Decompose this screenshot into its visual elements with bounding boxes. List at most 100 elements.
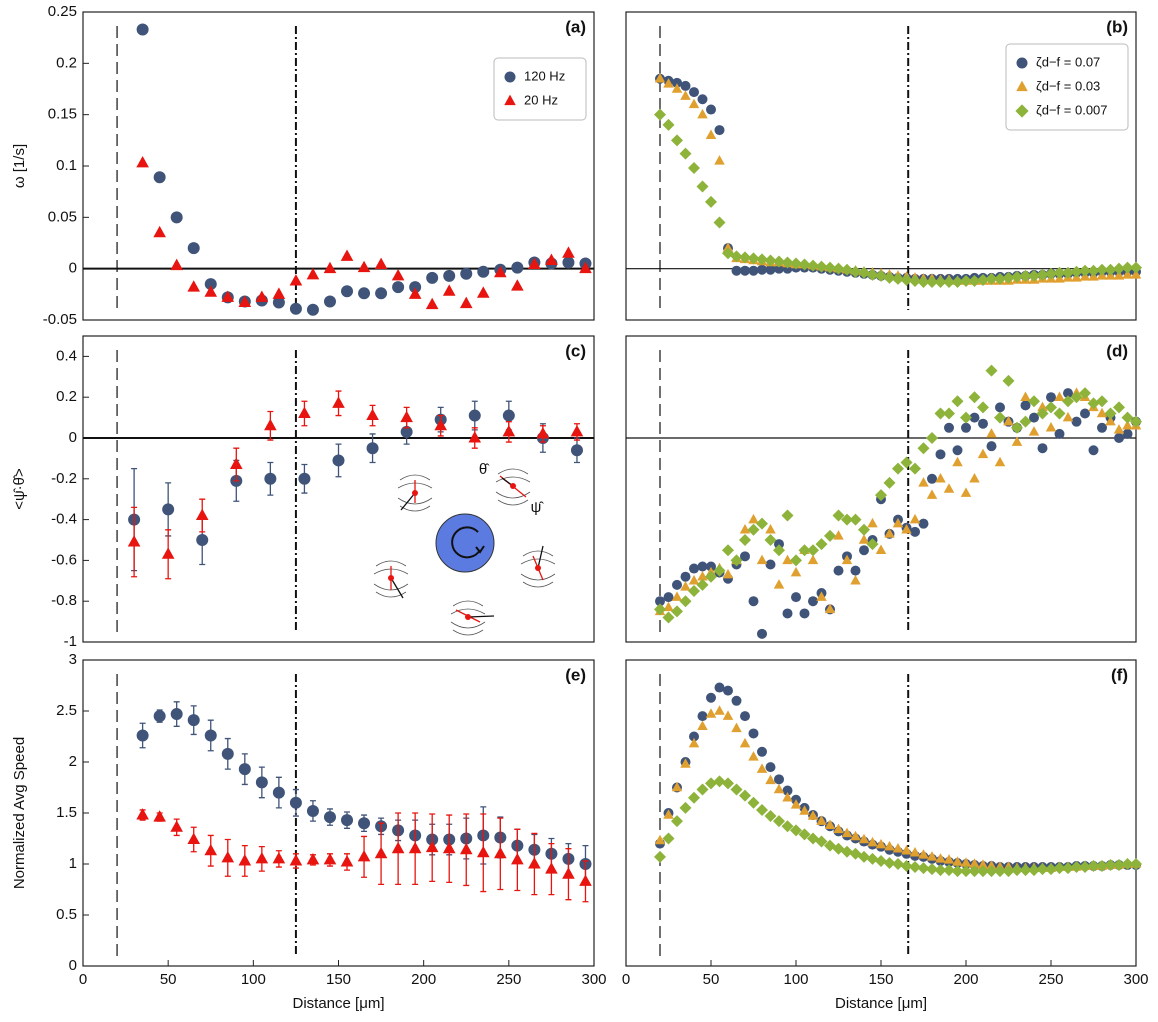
point (1079, 264, 1091, 277)
point (943, 483, 955, 493)
point (255, 852, 269, 864)
y-tick-label: -1 (64, 633, 77, 650)
particles (388, 475, 544, 623)
point (255, 776, 268, 789)
point (1011, 270, 1023, 283)
point (1062, 411, 1074, 422)
point (1019, 269, 1032, 282)
point (1045, 422, 1057, 432)
point (969, 412, 980, 423)
point (934, 407, 947, 420)
point (832, 509, 845, 522)
plot-frame (625, 11, 1137, 321)
point (824, 261, 836, 274)
point (153, 810, 166, 822)
point (1062, 266, 1074, 279)
point (757, 746, 767, 757)
point (187, 832, 201, 845)
point (536, 427, 550, 439)
point (1045, 863, 1057, 876)
point (985, 272, 998, 285)
point (722, 568, 734, 579)
point (901, 844, 912, 855)
point (723, 685, 733, 696)
point (153, 171, 166, 184)
point (688, 162, 700, 175)
point (1087, 860, 1100, 873)
rotation-arrow-head (475, 545, 485, 554)
point (995, 402, 1005, 413)
point (662, 832, 675, 845)
point (663, 809, 674, 819)
point (1096, 395, 1108, 408)
point (671, 83, 683, 93)
point (545, 253, 558, 265)
point (502, 409, 515, 422)
legend-swatch (504, 94, 516, 106)
y-axis-label: <ψ̂·θ̂> (11, 468, 28, 510)
point (960, 411, 972, 424)
point (323, 261, 337, 274)
point (1113, 262, 1125, 275)
point (841, 827, 853, 838)
x-tick-label: 300 (581, 971, 606, 988)
point (136, 156, 149, 168)
point (748, 596, 759, 607)
y-tick-label: -0.8 (51, 592, 77, 609)
point (1113, 270, 1125, 280)
point (731, 722, 742, 733)
point (170, 820, 183, 832)
point (943, 276, 955, 289)
plot-frame (82, 335, 595, 643)
point (747, 252, 760, 265)
point (714, 155, 725, 165)
x-tick-label: 50 (160, 971, 177, 988)
point (841, 263, 853, 276)
point (662, 118, 675, 131)
point (739, 737, 751, 748)
point (136, 23, 149, 36)
point (918, 477, 929, 487)
point (238, 854, 252, 866)
point (511, 853, 524, 865)
point (680, 90, 691, 100)
point (459, 296, 473, 309)
point (781, 820, 794, 833)
point (204, 285, 218, 297)
point (731, 265, 742, 276)
point (306, 303, 319, 316)
point (400, 425, 413, 438)
point (714, 125, 725, 136)
point (892, 462, 904, 475)
point (697, 561, 708, 572)
point (833, 565, 844, 576)
point (1019, 864, 1032, 877)
point (680, 80, 691, 91)
point (357, 260, 371, 273)
point (850, 830, 861, 841)
point (969, 473, 980, 483)
point (977, 859, 989, 869)
point (358, 817, 371, 830)
point (927, 473, 937, 484)
point (570, 424, 584, 437)
point (408, 287, 422, 299)
point (170, 258, 183, 271)
point (689, 563, 699, 574)
point (1096, 407, 1108, 418)
point (764, 810, 777, 823)
point (1037, 443, 1048, 454)
point (858, 523, 870, 536)
point (1104, 263, 1117, 276)
point (706, 104, 716, 115)
point (910, 526, 920, 537)
point (663, 592, 674, 603)
point (935, 853, 946, 863)
point (289, 274, 303, 286)
point (850, 575, 861, 585)
point (468, 431, 482, 443)
point (654, 72, 666, 83)
y-tick-label: 0.15 (48, 106, 77, 123)
point (757, 264, 767, 275)
